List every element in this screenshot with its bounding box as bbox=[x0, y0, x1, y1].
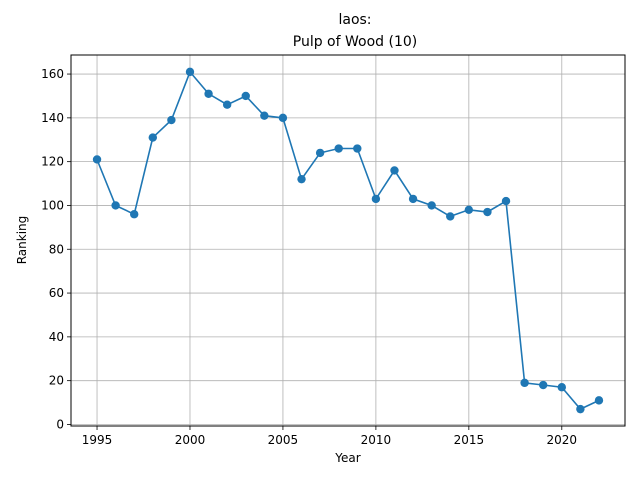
y-tick-label: 140 bbox=[41, 111, 64, 125]
y-tick-label: 80 bbox=[49, 242, 64, 256]
y-tick-label: 100 bbox=[41, 198, 64, 212]
y-tick-label: 160 bbox=[41, 67, 64, 81]
data-point bbox=[520, 378, 529, 388]
data-point bbox=[334, 144, 343, 153]
data-point bbox=[539, 380, 548, 390]
data-point bbox=[148, 133, 157, 142]
y-tick-label: 20 bbox=[49, 374, 64, 388]
data-point bbox=[130, 210, 139, 219]
data-point bbox=[167, 115, 176, 125]
x-tick-label: 2020 bbox=[547, 433, 578, 447]
data-point bbox=[185, 67, 195, 77]
x-axis-ticks: 1995 2000 2005 2010 2015 2020 bbox=[82, 426, 577, 447]
y-tick-label: 40 bbox=[49, 330, 64, 344]
data-point bbox=[408, 194, 418, 204]
data-point bbox=[446, 212, 455, 221]
data-point bbox=[260, 111, 269, 120]
y-tick-label: 120 bbox=[41, 155, 64, 169]
data-point bbox=[315, 148, 325, 158]
y-axis-ticks: 0 20 40 60 80 100 120 140 160 bbox=[41, 67, 71, 431]
chart-title-line2: Pulp of Wood (10) bbox=[293, 34, 417, 50]
x-tick-label: 2010 bbox=[361, 433, 392, 447]
y-axis-label: Ranking bbox=[15, 216, 29, 265]
plot-frame bbox=[70, 54, 626, 427]
data-point bbox=[557, 383, 566, 392]
data-point bbox=[92, 155, 102, 164]
data-point bbox=[371, 194, 381, 204]
data-point bbox=[297, 174, 306, 184]
x-tick-label: 2000 bbox=[175, 433, 206, 447]
series-layer bbox=[92, 67, 604, 414]
data-point bbox=[427, 201, 436, 210]
data-point bbox=[222, 100, 232, 109]
chart-title-line1: laos: bbox=[338, 12, 371, 28]
y-tick-label: 60 bbox=[49, 286, 64, 300]
x-tick-label: 1995 bbox=[82, 433, 113, 447]
data-point bbox=[464, 205, 474, 215]
data-point bbox=[594, 396, 604, 405]
x-tick-label: 2005 bbox=[268, 433, 299, 447]
data-point bbox=[483, 207, 492, 217]
data-point bbox=[390, 166, 399, 175]
data-point bbox=[204, 89, 213, 98]
data-point bbox=[111, 201, 120, 210]
data-point bbox=[501, 196, 511, 206]
data-point bbox=[241, 91, 250, 101]
series-line bbox=[96, 70, 600, 411]
grid-lines bbox=[71, 55, 625, 426]
data-point bbox=[576, 404, 585, 414]
y-tick-label: 0 bbox=[56, 417, 64, 431]
x-axis-label: Year bbox=[334, 451, 360, 465]
x-tick-label: 2015 bbox=[454, 433, 485, 447]
data-point bbox=[353, 144, 362, 153]
data-point bbox=[278, 113, 288, 123]
